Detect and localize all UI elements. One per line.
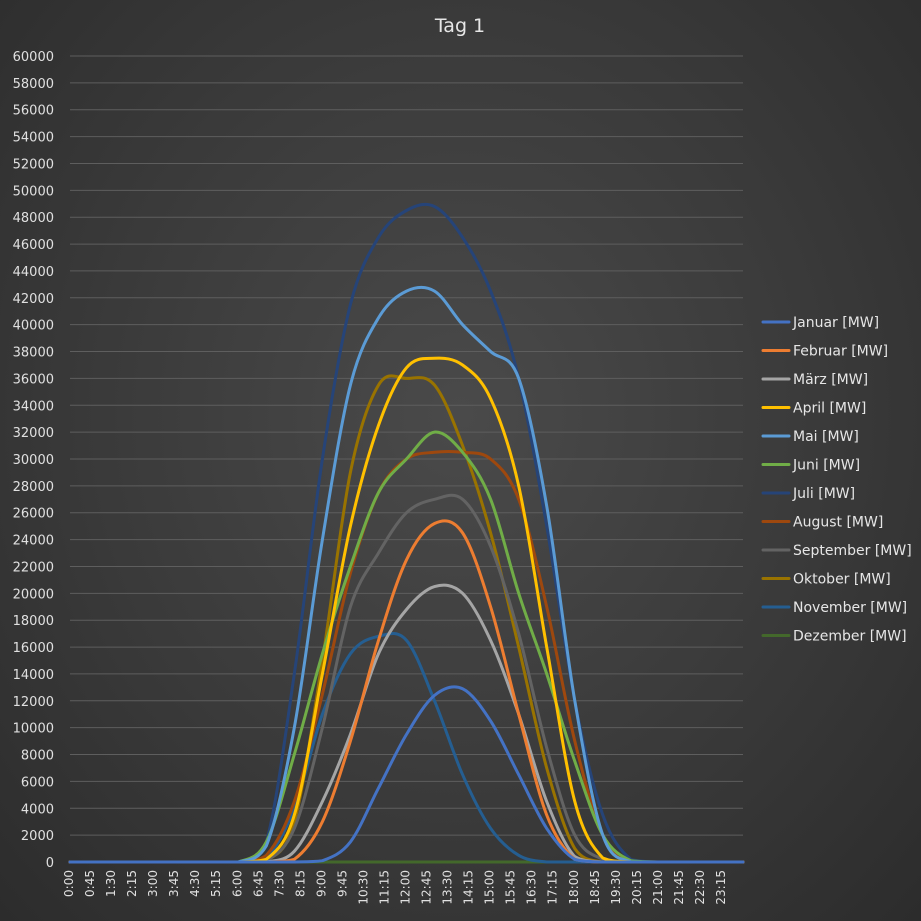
y-tick-label: 18000 bbox=[13, 614, 54, 629]
x-tick-label: 10:30 bbox=[356, 870, 370, 905]
x-tick-label: 15:00 bbox=[483, 870, 497, 905]
x-tick-label: 7:30 bbox=[272, 870, 286, 897]
y-tick-label: 12000 bbox=[13, 695, 54, 710]
x-tick-label: 3:00 bbox=[146, 870, 160, 897]
x-tick-label: 18:00 bbox=[567, 870, 581, 905]
x-tick-label: 20:15 bbox=[630, 870, 644, 905]
legend-label-februar: Februar [MW] bbox=[793, 344, 888, 360]
series-line-november bbox=[68, 631, 745, 864]
y-tick-label: 28000 bbox=[13, 480, 54, 495]
legend-label-dezember: Dezember [MW] bbox=[793, 629, 907, 645]
legend: Januar [MW] Februar [MW] März [MW] April [M… bbox=[761, 315, 912, 645]
series-line-januar bbox=[68, 685, 745, 864]
y-tick-label: 14000 bbox=[13, 668, 54, 683]
legend-label-juni: Juni [MW] bbox=[792, 458, 860, 474]
legend-label-november: November [MW] bbox=[793, 600, 907, 616]
y-tick-label: 20000 bbox=[13, 587, 54, 602]
y-tick-label: 42000 bbox=[13, 292, 54, 307]
y-tick-label: 34000 bbox=[13, 399, 54, 414]
x-tick-label: 16:30 bbox=[525, 870, 539, 905]
x-tick-label: 17:15 bbox=[546, 870, 560, 905]
x-tick-label: 13:30 bbox=[441, 870, 455, 905]
x-tick-label: 12:45 bbox=[420, 870, 434, 905]
x-tick-label: 8:15 bbox=[293, 870, 307, 897]
x-tick-label: 22:30 bbox=[693, 870, 707, 905]
y-tick-label: 4000 bbox=[21, 802, 54, 817]
x-tick-label: 0:45 bbox=[83, 870, 97, 897]
y-tick-label: 22000 bbox=[13, 560, 54, 575]
y-tick-label: 56000 bbox=[13, 104, 54, 119]
x-tick-label: 5:15 bbox=[209, 870, 223, 897]
y-tick-label: 24000 bbox=[13, 534, 54, 549]
x-tick-label: 18:45 bbox=[588, 870, 602, 905]
series-line-juli bbox=[68, 202, 745, 864]
x-tick-label: 11:15 bbox=[377, 870, 391, 905]
y-tick-label: 38000 bbox=[13, 346, 54, 361]
x-tick-label: 19:30 bbox=[609, 870, 623, 905]
x-tick-label: 4:30 bbox=[188, 870, 202, 897]
y-tick-label: 44000 bbox=[13, 265, 54, 280]
x-tick-label: 21:00 bbox=[651, 870, 665, 905]
series-line-maerz bbox=[68, 583, 745, 864]
series-lines bbox=[68, 202, 745, 864]
y-tick-label: 50000 bbox=[13, 184, 54, 199]
legend-label-januar: Januar [MW] bbox=[792, 315, 879, 331]
y-tick-label: 30000 bbox=[13, 453, 54, 468]
x-tick-label: 1:30 bbox=[104, 870, 118, 897]
y-tick-label: 36000 bbox=[13, 372, 54, 387]
legend-label-mai: Mai [MW] bbox=[793, 429, 859, 445]
y-tick-label: 54000 bbox=[13, 131, 54, 146]
y-tick-label: 46000 bbox=[13, 238, 54, 253]
series-line-september bbox=[68, 493, 745, 864]
y-tick-label: 32000 bbox=[13, 426, 54, 441]
x-tick-label: 14:15 bbox=[462, 870, 476, 905]
x-tick-label: 3:45 bbox=[167, 870, 181, 897]
y-tick-label: 52000 bbox=[13, 157, 54, 172]
x-axis-ticks: 0:00 0:45 1:30 2:15 3:00 3:45 4:30 5:15 6:00 6:45… bbox=[62, 870, 728, 905]
series-line-februar bbox=[68, 519, 745, 864]
legend-label-maerz: März [MW] bbox=[793, 372, 868, 388]
chart-title: Tag 1 bbox=[434, 15, 485, 37]
x-tick-label: 6:45 bbox=[251, 870, 265, 897]
y-tick-label: 40000 bbox=[13, 319, 54, 334]
legend-label-april: April [MW] bbox=[793, 401, 866, 417]
legend-label-september: September [MW] bbox=[793, 543, 912, 559]
y-tick-label: 60000 bbox=[13, 50, 54, 65]
y-axis-ticks: 0 2000 4000 6000 8000 10000 12000 14000 16000 180… bbox=[13, 50, 54, 871]
series-line-mai bbox=[68, 285, 745, 864]
x-tick-label: 2:15 bbox=[125, 870, 139, 897]
legend-label-august: August [MW] bbox=[793, 515, 883, 531]
legend-label-juli: Juli [MW] bbox=[792, 486, 855, 502]
x-tick-label: 21:45 bbox=[672, 870, 686, 905]
x-tick-label: 9:00 bbox=[314, 870, 328, 897]
x-tick-label: 23:15 bbox=[714, 870, 728, 905]
y-tick-label: 6000 bbox=[21, 775, 54, 790]
x-tick-label: 12:00 bbox=[399, 870, 413, 905]
legend-label-oktober: Oktober [MW] bbox=[793, 572, 891, 588]
y-tick-label: 26000 bbox=[13, 507, 54, 522]
series-line-oktober bbox=[68, 374, 745, 864]
x-tick-label: 0:00 bbox=[62, 870, 76, 897]
y-tick-label: 48000 bbox=[13, 211, 54, 226]
y-tick-label: 58000 bbox=[13, 77, 54, 92]
x-tick-label: 6:00 bbox=[230, 870, 244, 897]
y-tick-label: 2000 bbox=[21, 829, 54, 844]
y-tick-label: 8000 bbox=[21, 749, 54, 764]
y-tick-label: 0 bbox=[46, 856, 54, 871]
x-tick-label: 9:45 bbox=[335, 870, 349, 897]
x-tick-label: 15:45 bbox=[504, 870, 518, 905]
y-tick-label: 10000 bbox=[13, 722, 54, 737]
y-tick-label: 16000 bbox=[13, 641, 54, 656]
